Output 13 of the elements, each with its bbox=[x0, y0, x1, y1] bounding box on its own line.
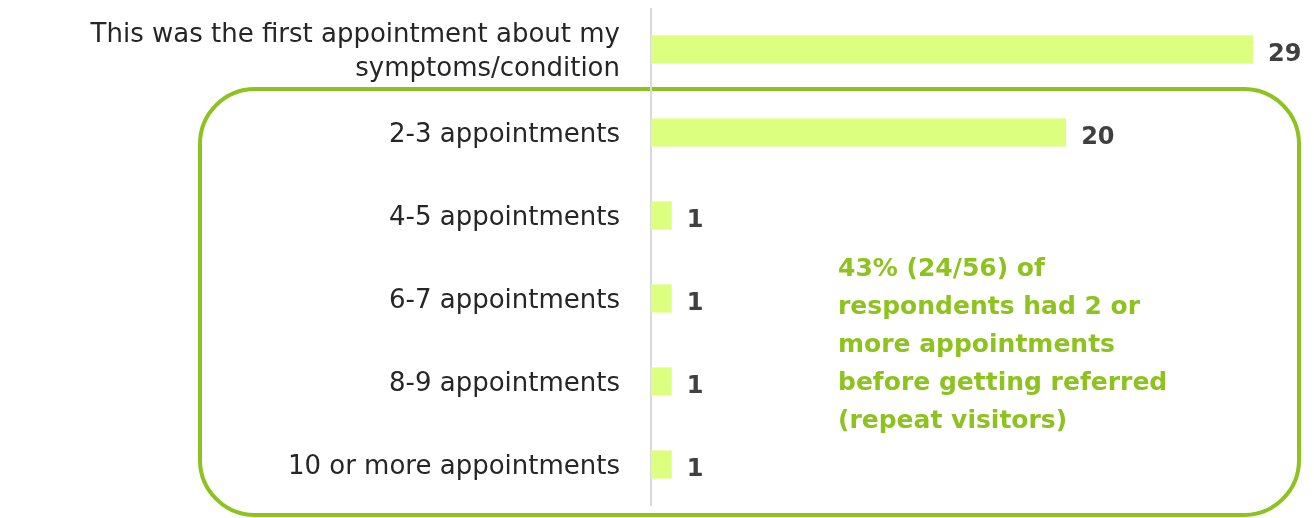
data-label: 1 bbox=[686, 370, 704, 399]
data-label: 1 bbox=[686, 204, 704, 233]
y-tick-label: 4-5 appointments bbox=[388, 200, 620, 231]
data-label: 1 bbox=[686, 287, 704, 316]
y-tick-label: 6-7 appointments bbox=[388, 283, 620, 314]
data-label: 1 bbox=[686, 453, 704, 482]
y-tick-label: 2-3 appointments bbox=[388, 117, 620, 148]
data-label: 29 bbox=[1268, 38, 1302, 67]
y-tick-label: This was the first appointment about my symptoms/condition bbox=[89, 17, 620, 82]
annotation: 43% (24/56) of respondents had 2 or more appointments before getting referred (repeat visitors) bbox=[838, 253, 1168, 434]
data-label: 20 bbox=[1081, 121, 1115, 150]
y-tick-label: 8-9 appointments bbox=[388, 366, 620, 397]
y-tick-label: 10 or more appointments bbox=[287, 449, 620, 480]
